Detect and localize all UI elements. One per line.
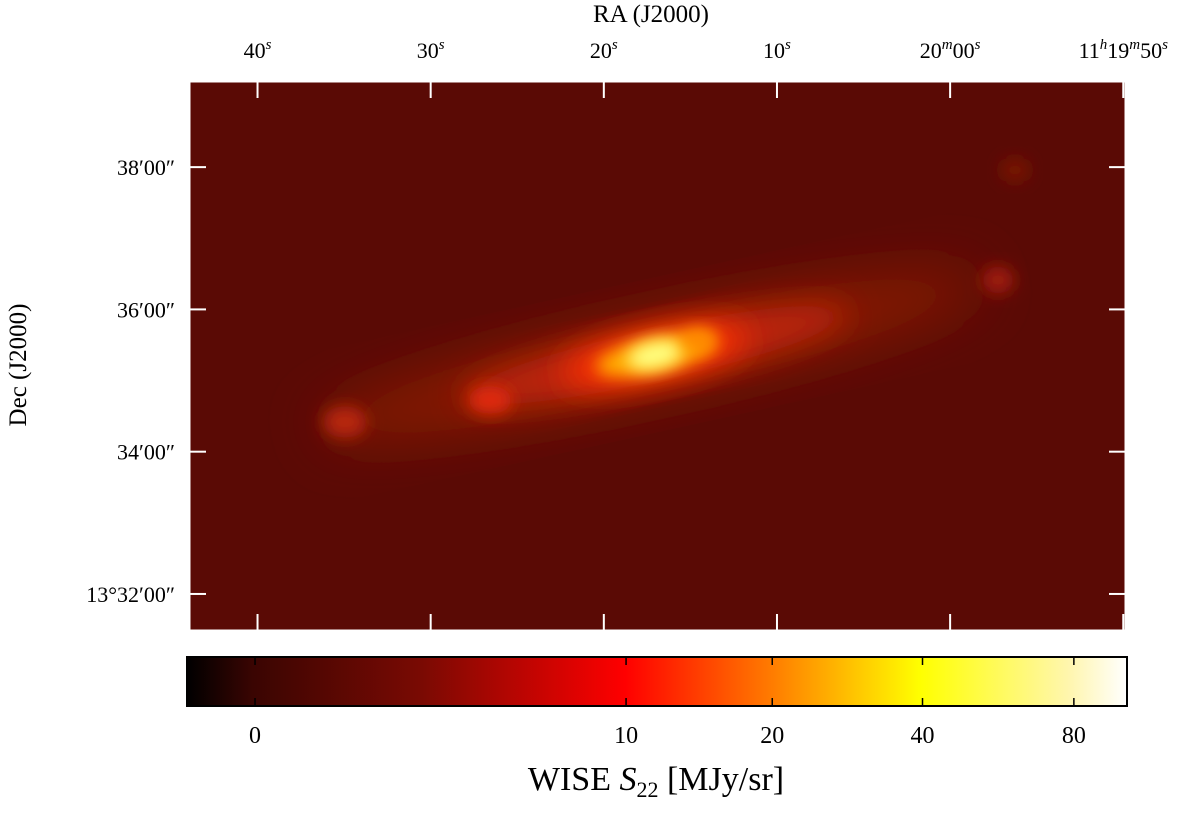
y-tick-label: 36′00″ [117,297,175,322]
x-tick-label: 30s [417,37,445,63]
x-tick-label: 20s [590,37,618,63]
y-tick-label: 13°32′00″ [86,582,175,607]
x-tick-label: 40s [244,37,272,63]
colorbar-title: WISE S22 [MJy/sr] [528,761,784,802]
colorbar-tick-label: 10 [614,723,638,749]
colorbar-tick-label: 20 [760,723,784,749]
x-axis-title: RA (J2000) [593,1,709,28]
colorbar-tick-label: 0 [249,723,261,749]
x-tick-label: 20m00s [920,37,981,63]
x-tick-label: 10s [763,37,791,63]
y-axis-title: Dec (J2000) [5,304,32,427]
y-tick-label: 34′00″ [117,440,175,465]
x-tick-label: 11h19m50s [1079,37,1169,63]
colorbar-tick-label: 40 [911,723,935,749]
y-tick-label: 38′00″ [117,155,175,180]
plot-frame [189,81,1126,631]
colorbar-tick-label: 80 [1062,723,1086,749]
sky-image [190,82,1125,630]
colorbar [186,656,1128,707]
